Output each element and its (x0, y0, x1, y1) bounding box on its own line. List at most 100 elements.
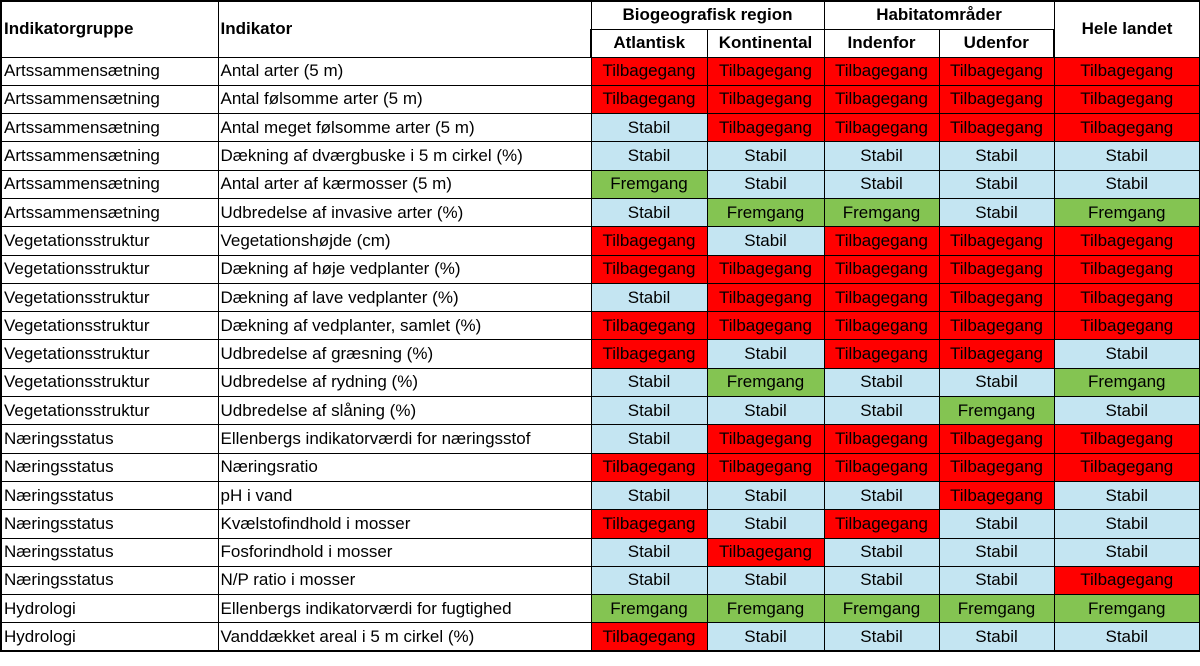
status-cell-atlantisk: Stabil (590, 197, 708, 228)
table-row: Næringsstatus Næringsratio Tilbagegang Tilb… (0, 452, 1200, 482)
status-cell-atlantisk: Stabil (590, 396, 708, 426)
status-cell-indenfor: Fremgang (823, 197, 940, 228)
status-cell-kontinental: Stabil (706, 226, 825, 256)
indicator-group-cell: Næringsstatus (0, 537, 219, 567)
indicator-group-cell: Vegetationsstruktur (0, 226, 219, 256)
status-cell-kontinental: Tilbagegang (706, 113, 825, 143)
status-cell-udenfor: Stabil (938, 367, 1055, 398)
status-cell-hele-landet: Tilbagegang (1053, 84, 1200, 115)
status-cell-hele-landet: Stabil (1053, 141, 1200, 171)
indicator-cell: Dækning af lave vedplanter (%) (217, 282, 592, 313)
status-cell-indenfor: Stabil (823, 480, 940, 511)
status-cell-hele-landet: Tilbagegang (1053, 226, 1200, 256)
indicator-cell: Kvælstofindhold i mosser (217, 509, 592, 539)
table-row: Vegetationsstruktur Dækning af høje vedpl… (0, 254, 1200, 284)
indicator-group-cell: Artssammensætning (0, 197, 219, 228)
indicator-cell: Næringsratio (217, 452, 592, 482)
indicator-group-cell: Næringsstatus (0, 565, 219, 596)
header-udenfor: Udenfor (938, 28, 1056, 58)
status-cell-hele-landet: Stabil (1053, 622, 1200, 653)
status-cell-atlantisk: Stabil (590, 141, 708, 171)
table-row: Næringsstatus N/P ratio i mosser Stabil Sta… (0, 565, 1200, 596)
indicator-group-cell: Artssammensætning (0, 169, 219, 199)
status-cell-udenfor: Tilbagegang (938, 424, 1055, 454)
status-cell-atlantisk: Stabil (590, 537, 708, 567)
status-cell-hele-landet: Fremgang (1053, 367, 1200, 398)
status-cell-indenfor: Tilbagegang (823, 84, 940, 115)
status-cell-indenfor: Stabil (823, 141, 940, 171)
status-cell-kontinental: Tilbagegang (706, 452, 825, 482)
status-cell-kontinental: Stabil (706, 565, 825, 596)
status-cell-kontinental: Tilbagegang (706, 84, 825, 115)
indicator-group-cell: Hydrologi (0, 594, 219, 624)
status-cell-udenfor: Tilbagegang (938, 226, 1055, 256)
status-cell-kontinental: Fremgang (706, 367, 825, 398)
status-cell-hele-landet: Tilbagegang (1053, 452, 1200, 482)
status-cell-hele-landet: Tilbagegang (1053, 56, 1200, 86)
status-cell-kontinental: Tilbagegang (706, 424, 825, 454)
status-cell-indenfor: Stabil (823, 565, 940, 596)
status-cell-atlantisk: Tilbagegang (590, 339, 708, 369)
indicator-cell: Vegetationshøjde (cm) (217, 226, 592, 256)
status-cell-atlantisk: Tilbagegang (590, 452, 708, 482)
status-cell-udenfor: Tilbagegang (938, 254, 1055, 284)
table-body: Artssammensætning Antal arter (5 m) Tilbag… (0, 56, 1200, 653)
status-cell-udenfor: Tilbagegang (938, 113, 1055, 143)
status-cell-indenfor: Stabil (823, 396, 940, 426)
status-cell-udenfor: Fremgang (938, 594, 1055, 624)
table-row: Artssammensætning Dækning af dværgbuske i… (0, 141, 1200, 171)
status-cell-udenfor: Tilbagegang (938, 84, 1055, 115)
table-row: Næringsstatus Kvælstofindhold i mosser Til… (0, 509, 1200, 539)
indicator-cell: Fosforindhold i mosser (217, 537, 592, 567)
status-cell-hele-landet: Fremgang (1053, 197, 1200, 228)
status-cell-hele-landet: Tilbagegang (1053, 311, 1200, 341)
status-cell-kontinental: Tilbagegang (706, 537, 825, 567)
status-cell-udenfor: Tilbagegang (938, 452, 1055, 482)
table-header: Indikatorgruppe Indikator Biogeografisk … (0, 0, 1200, 58)
status-cell-udenfor: Tilbagegang (938, 339, 1055, 369)
table-row: Artssammensætning Udbredelse af invasive … (0, 197, 1200, 228)
status-cell-hele-landet: Tilbagegang (1053, 424, 1200, 454)
status-cell-indenfor: Tilbagegang (823, 282, 940, 313)
indicator-cell: Antal følsomme arter (5 m) (217, 84, 592, 115)
indicator-cell: Vanddækket areal i 5 m cirkel (%) (217, 622, 592, 653)
indicator-cell: Dækning af vedplanter, samlet (%) (217, 311, 592, 341)
table-row: Artssammensætning Antal arter (5 m) Tilbag… (0, 56, 1200, 86)
status-cell-atlantisk: Tilbagegang (590, 84, 708, 115)
status-cell-hele-landet: Tilbagegang (1053, 565, 1200, 596)
header-atlantisk: Atlantisk (590, 28, 708, 58)
indicator-group-cell: Vegetationsstruktur (0, 367, 219, 398)
status-cell-indenfor: Tilbagegang (823, 254, 940, 284)
indicator-cell: Ellenbergs indikatorværdi for fugtighed (217, 594, 592, 624)
table-row: Artssammensætning Antal følsomme arter (5… (0, 84, 1200, 115)
status-cell-hele-landet: Tilbagegang (1053, 282, 1200, 313)
header-biogeografisk-region: Biogeografisk region (590, 0, 825, 30)
status-cell-udenfor: Stabil (938, 169, 1055, 199)
status-cell-kontinental: Stabil (706, 622, 825, 653)
indicator-cell: N/P ratio i mosser (217, 565, 592, 596)
status-cell-indenfor: Tilbagegang (823, 311, 940, 341)
indicator-cell: Ellenbergs indikatorværdi for næringssto… (217, 424, 592, 454)
header-indikatorgruppe: Indikatorgruppe (0, 0, 219, 58)
header-habitatomraader: Habitatområder (823, 0, 1055, 30)
status-cell-indenfor: Stabil (823, 367, 940, 398)
status-cell-udenfor: Stabil (938, 509, 1055, 539)
indicator-cell: Antal arter af kærmosser (5 m) (217, 169, 592, 199)
status-cell-hele-landet: Stabil (1053, 169, 1200, 199)
status-cell-udenfor: Tilbagegang (938, 56, 1055, 86)
status-cell-indenfor: Tilbagegang (823, 509, 940, 539)
status-cell-atlantisk: Stabil (590, 367, 708, 398)
status-cell-atlantisk: Stabil (590, 565, 708, 596)
indicator-group-cell: Vegetationsstruktur (0, 254, 219, 284)
status-cell-hele-landet: Tilbagegang (1053, 254, 1200, 284)
header-indenfor: Indenfor (823, 28, 940, 58)
status-cell-udenfor: Stabil (938, 622, 1055, 653)
indicator-group-cell: Næringsstatus (0, 480, 219, 511)
status-cell-kontinental: Stabil (706, 509, 825, 539)
status-cell-hele-landet: Stabil (1053, 537, 1200, 567)
indicator-group-cell: Vegetationsstruktur (0, 339, 219, 369)
status-cell-kontinental: Stabil (706, 396, 825, 426)
status-cell-udenfor: Stabil (938, 141, 1055, 171)
header-hele-landet: Hele landet (1053, 0, 1200, 58)
